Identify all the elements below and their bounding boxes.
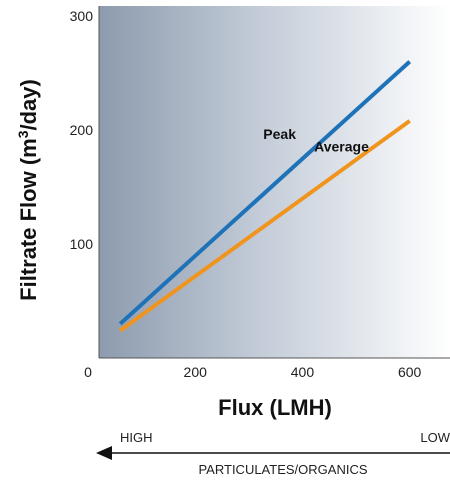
y-tick-label: 200 — [70, 122, 94, 138]
series-line-average — [119, 119, 411, 333]
y-tick-label: 100 — [70, 236, 94, 252]
series-label-peak: Peak — [263, 126, 296, 142]
y-axis-title-sup: 3 — [15, 130, 31, 138]
series-line-peak — [118, 60, 412, 326]
high-label: HIGH — [120, 430, 153, 445]
x-tick-label: 600 — [398, 364, 422, 380]
direction-arrow-icon — [96, 446, 112, 460]
x-axis-title: Flux (LMH) — [218, 395, 332, 420]
series-labels: Peak Average — [263, 126, 369, 154]
y-tick-labels: 100 200 300 — [70, 8, 94, 252]
y-axis-title-main: Filtrate Flow (m — [16, 138, 41, 301]
particulates-label: PARTICULATES/ORGANICS — [198, 462, 367, 477]
x-tick-labels: 0 200 400 600 — [84, 364, 421, 380]
x-tick-label: 200 — [184, 364, 208, 380]
x-tick-label: 0 — [84, 364, 92, 380]
low-label: LOW — [420, 430, 450, 445]
y-axis-title: Filtrate Flow (m3/day) — [15, 79, 41, 301]
y-axis-title-end: /day) — [16, 79, 41, 130]
series-lines — [118, 60, 412, 333]
x-tick-label: 400 — [291, 364, 315, 380]
series-label-average: Average — [314, 139, 369, 155]
y-tick-label: 300 — [70, 8, 94, 24]
